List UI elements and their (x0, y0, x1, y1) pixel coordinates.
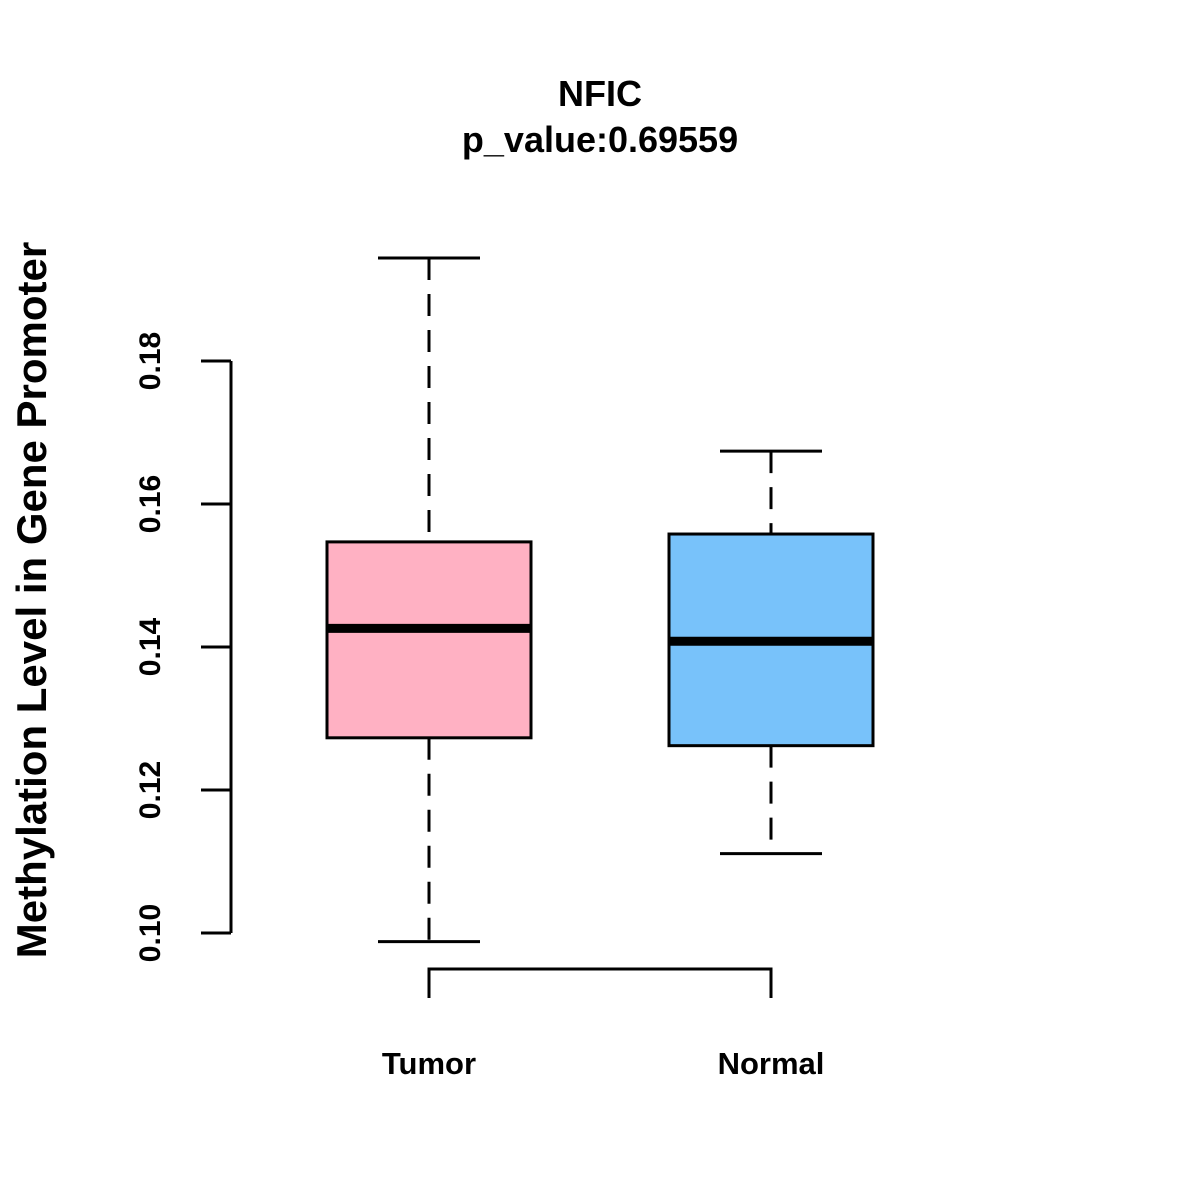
bracket-line (427, 967, 773, 998)
y-tick-label-0.18: 0.18 (134, 332, 167, 390)
x-axis-labels: Tumor Normal (382, 1046, 824, 1081)
y-tick-label-0.10: 0.10 (134, 904, 167, 962)
tumor-box (325, 540, 533, 740)
boxes-group (325, 256, 875, 944)
x-label-tumor: Tumor (382, 1046, 476, 1081)
x-label-normal: Normal (718, 1046, 825, 1081)
significance-bracket (427, 967, 773, 998)
y-tick-label-0.12: 0.12 (134, 761, 167, 819)
y-axis-label: Methylation Level in Gene Promoter (8, 242, 55, 958)
chart-title: NFIC (558, 73, 642, 114)
y-tick-label-0.16: 0.16 (134, 475, 167, 533)
y-axis: 0.10 0.12 0.14 0.16 0.18 (134, 332, 233, 962)
y-tick-label-0.14: 0.14 (134, 617, 167, 676)
chart-subtitle: p_value:0.69559 (462, 119, 738, 160)
